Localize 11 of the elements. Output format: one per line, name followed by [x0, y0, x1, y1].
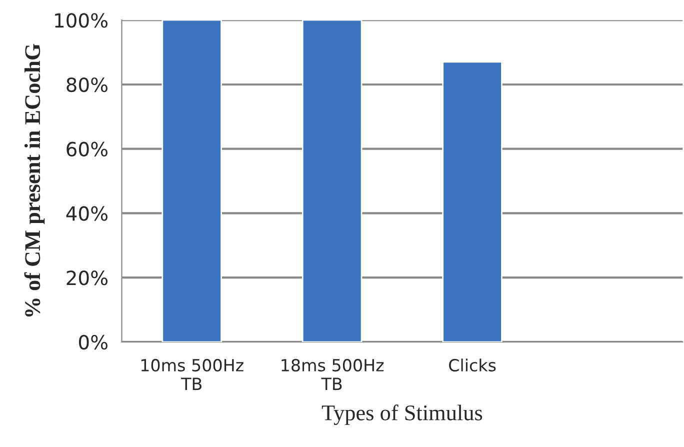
x-axis-title: Types of Stimulus: [322, 404, 482, 425]
y-tick-label: 20%: [66, 270, 108, 286]
x-tick-label: Clicks: [449, 358, 496, 372]
y-tick-label: 100%: [55, 13, 108, 28]
y-axis-title: % of CM present in ECochG: [24, 44, 45, 317]
y-tick-label: 40%: [66, 206, 108, 221]
x-tick-label: 10ms 500Hz TB: [141, 358, 244, 390]
y-tick-label: 0%: [78, 334, 108, 350]
y-tick-label: 60%: [66, 142, 108, 157]
x-tick-label: 18ms 500Hz TB: [282, 358, 384, 390]
y-tick-label: 80%: [66, 77, 108, 92]
